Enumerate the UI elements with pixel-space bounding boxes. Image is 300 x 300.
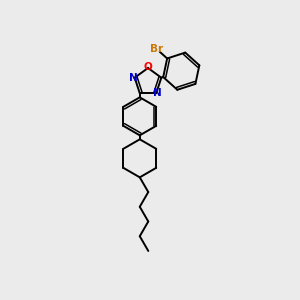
Text: O: O (144, 61, 152, 71)
Text: N: N (129, 73, 138, 83)
Text: N: N (153, 88, 162, 98)
Text: Br: Br (150, 44, 163, 54)
